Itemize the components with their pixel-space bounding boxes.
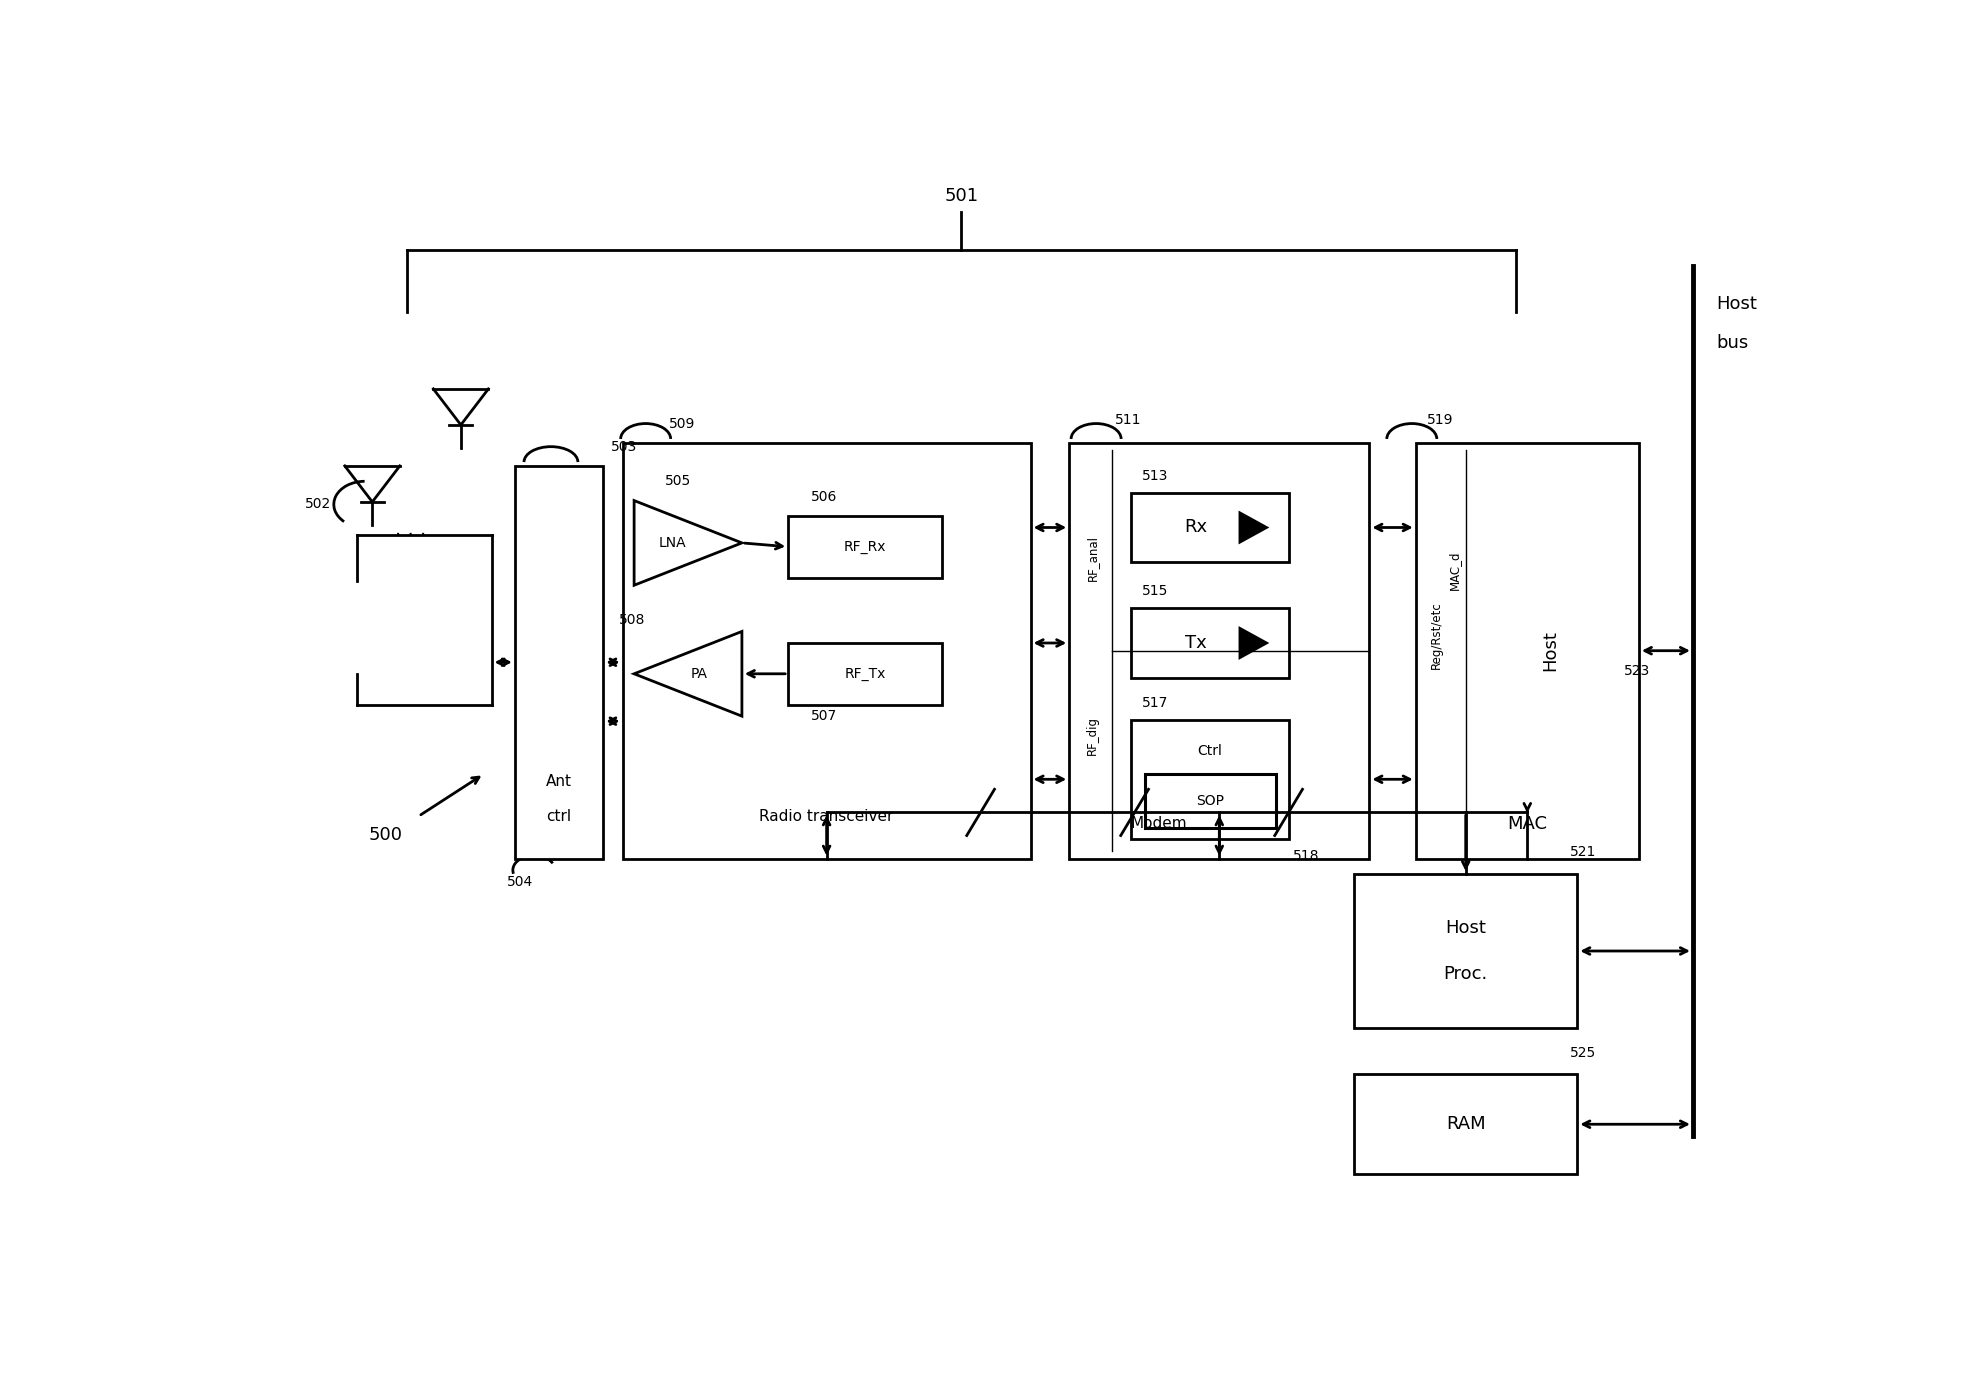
Bar [1131,609,1290,678]
Text: 503: 503 [611,440,637,454]
Text: Proc.: Proc. [1444,965,1488,983]
Bar [1353,874,1577,1028]
Bar [1145,774,1276,828]
Text: LNA: LNA [659,535,686,549]
Text: 515: 515 [1143,584,1169,599]
Text: PA: PA [690,667,708,680]
Text: 509: 509 [669,417,694,431]
Text: Host: Host [1542,631,1559,671]
Text: MAC_d: MAC_d [1448,551,1460,589]
Text: 502: 502 [306,497,331,512]
Text: RF_Rx: RF_Rx [843,540,887,553]
Bar [514,466,603,858]
Text: RAM: RAM [1446,1115,1486,1133]
Text: · · ·: · · · [395,526,427,545]
Bar [788,516,942,578]
Text: MAC: MAC [1508,816,1548,834]
Text: Host: Host [1716,295,1758,313]
Text: RF_Tx: RF_Tx [845,667,885,680]
Text: RF_anal: RF_anal [1085,535,1099,581]
Text: Ctrl: Ctrl [1196,744,1222,758]
Text: 508: 508 [619,613,645,627]
Bar [1131,720,1290,839]
Text: 513: 513 [1143,469,1169,483]
Bar [1417,443,1639,858]
Bar [1131,493,1290,562]
Text: 523: 523 [1623,665,1651,679]
Text: Reg/Rst/etc: Reg/Rst/etc [1430,602,1442,669]
Polygon shape [1238,627,1270,660]
Bar [1069,443,1369,858]
Text: 525: 525 [1569,1046,1595,1060]
Polygon shape [635,632,742,716]
Text: 517: 517 [1143,696,1169,711]
Bar [788,643,942,705]
Text: 501: 501 [944,188,978,206]
Bar [1353,1074,1577,1174]
Text: 511: 511 [1115,413,1143,426]
Text: 506: 506 [811,490,837,504]
Polygon shape [1238,511,1270,545]
Text: Radio transceiver: Radio transceiver [760,809,895,824]
Text: 504: 504 [508,875,534,889]
Text: 505: 505 [665,475,690,489]
Text: 521: 521 [1569,846,1595,860]
Text: Host: Host [1444,919,1486,937]
Text: 518: 518 [1292,849,1319,864]
Text: 507: 507 [811,709,837,723]
Polygon shape [635,501,742,585]
Text: 500: 500 [369,827,403,845]
Text: Ant: Ant [546,774,571,789]
Text: SOP: SOP [1196,793,1224,807]
Text: Modem: Modem [1131,817,1186,831]
Text: RF_dig: RF_dig [1085,716,1099,755]
Text: 519: 519 [1426,413,1454,426]
Bar [623,443,1030,858]
Text: bus: bus [1716,334,1748,352]
Text: Tx: Tx [1184,633,1206,651]
Text: ctrl: ctrl [546,809,571,824]
Text: Rx: Rx [1184,519,1208,537]
